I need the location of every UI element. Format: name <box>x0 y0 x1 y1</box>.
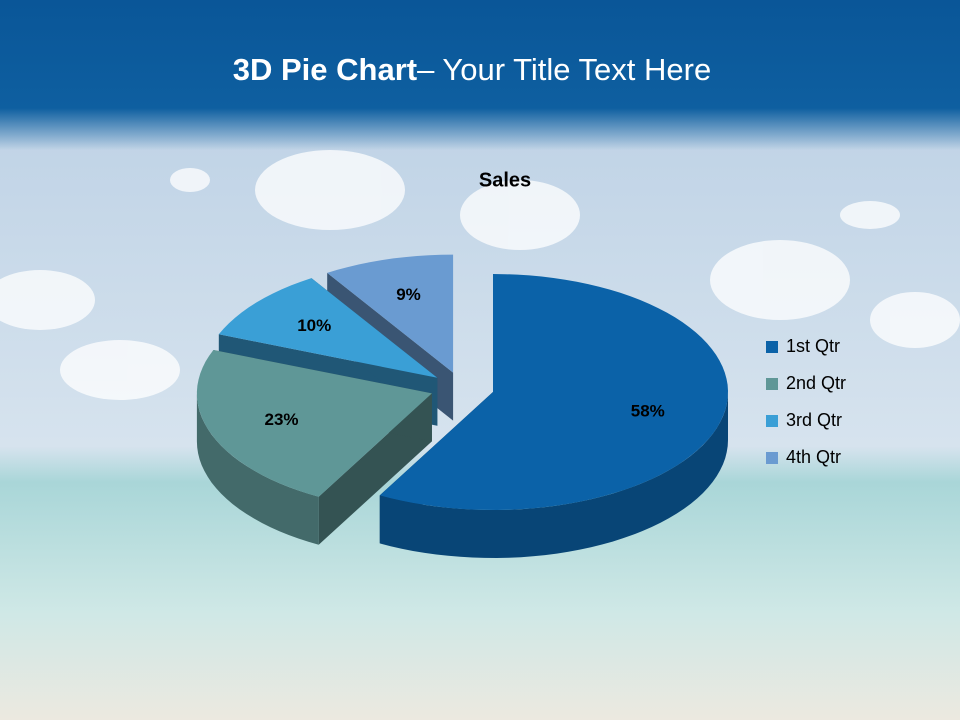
data-label: 23% <box>265 410 299 429</box>
data-label: 9% <box>396 285 421 304</box>
slice-wall <box>379 392 728 558</box>
legend-label: 1st Qtr <box>786 336 840 356</box>
clouds <box>0 150 960 400</box>
legend-swatch <box>766 452 778 464</box>
slide-title: 3D Pie Chart– Your Title Text Here <box>233 52 711 87</box>
slide-title-rest: – Your Title Text Here <box>417 52 711 87</box>
legend-swatch <box>766 378 778 390</box>
data-label: 10% <box>297 316 331 335</box>
legend: 1st Qtr 2nd Qtr 3rd Qtr 4th Qtr <box>766 336 846 467</box>
pie: 9% 10% 58% 23% <box>196 254 728 558</box>
header-band <box>0 0 960 150</box>
slide-title-bold: 3D Pie Chart <box>233 52 417 87</box>
slice-wall <box>196 393 319 545</box>
slice: 58% <box>379 274 728 558</box>
slice: 23% <box>196 350 432 545</box>
legend-label: 3rd Qtr <box>786 410 842 430</box>
legend-swatch <box>766 341 778 353</box>
legend-swatch <box>766 415 778 427</box>
slice-top <box>379 274 728 510</box>
slice-top <box>196 350 432 497</box>
slice-top <box>327 254 454 373</box>
legend-label: 4th Qtr <box>786 447 841 467</box>
chart-title: Sales <box>479 169 531 191</box>
legend-label: 2nd Qtr <box>786 373 846 393</box>
slice-top <box>218 278 438 378</box>
data-label: 58% <box>631 401 665 420</box>
